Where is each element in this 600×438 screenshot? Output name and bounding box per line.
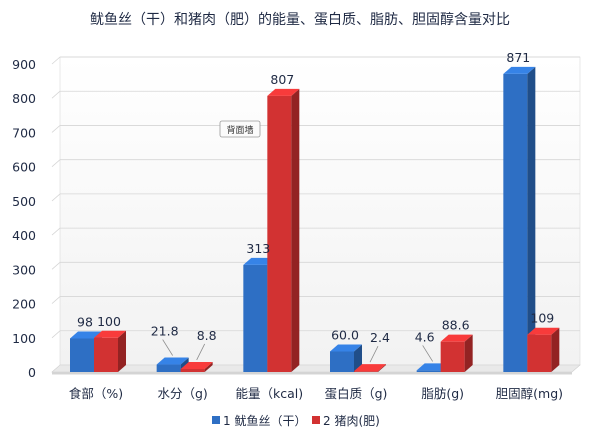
- bar: [330, 344, 362, 372]
- tooltip-text: 背面墙: [226, 124, 253, 136]
- gridline-side: [51, 193, 61, 202]
- category-label: 食部（%): [69, 386, 123, 401]
- data-label: 807: [270, 72, 294, 87]
- data-label: 109: [530, 311, 554, 326]
- data-label: 21.8: [151, 324, 179, 339]
- legend-swatch: [312, 416, 320, 424]
- category-label: 脂肪(g): [421, 386, 464, 401]
- bar: [503, 66, 536, 373]
- bar: [354, 364, 386, 372]
- gridline-side: [51, 125, 61, 133]
- leader-line: [162, 339, 174, 356]
- bar: [527, 327, 560, 372]
- legend-label: 2 猪肉(肥): [323, 414, 380, 428]
- y-tick-label: 300: [12, 262, 36, 277]
- data-label: 871: [506, 50, 530, 65]
- chart-title: 鱿鱼丝（干）和猪肉（肥）的能量、蛋白质、脂肪、胆固醇含量对比: [90, 11, 510, 28]
- y-tick-label: 200: [12, 297, 36, 312]
- y-tick-label: 0: [28, 365, 36, 380]
- leader-line: [422, 345, 434, 362]
- data-label: 8.8: [197, 328, 217, 343]
- floor-front-edge: [52, 372, 572, 375]
- category-label: 蛋白质（g): [325, 386, 388, 401]
- legend-label: 1 鱿鱼丝（干）: [223, 413, 306, 428]
- leader-line: [369, 345, 379, 363]
- gridline-side: [51, 56, 61, 65]
- data-label: 313: [246, 241, 270, 256]
- y-tick-label: 500: [12, 194, 36, 209]
- data-label: 100: [97, 314, 121, 329]
- gridline-side: [51, 90, 61, 99]
- category-label: 能量（kcal): [236, 386, 304, 401]
- y-tick-label: 600: [12, 160, 36, 175]
- back-wall-tooltip: 背面墙: [219, 120, 261, 138]
- category-label: 胆固醇(mg): [496, 386, 563, 401]
- y-tick-label: 800: [12, 91, 36, 106]
- gridline-side: [51, 227, 61, 236]
- gridline-side: [51, 159, 61, 167]
- y-tick-label: 900: [12, 57, 36, 72]
- bar: [94, 330, 126, 372]
- data-label: 98: [77, 314, 93, 329]
- y-tick-label: 700: [12, 125, 36, 140]
- bar: [267, 88, 300, 373]
- data-label: 4.6: [415, 329, 435, 344]
- category-label: 水分（g): [158, 386, 208, 401]
- gridline-side: [51, 296, 61, 304]
- data-label: 60.0: [331, 327, 359, 342]
- bar: [440, 334, 473, 372]
- data-label: 88.6: [442, 318, 470, 333]
- gridline-side: [51, 262, 61, 270]
- data-label: 2.4: [370, 330, 390, 345]
- bar: [180, 361, 213, 372]
- gridline-side: [51, 330, 61, 339]
- floor: [51, 364, 581, 373]
- legend-item: 1 鱿鱼丝（干）: [212, 413, 306, 428]
- leader-line: [196, 343, 206, 361]
- y-tick-label: 400: [12, 228, 36, 243]
- y-tick-label: 100: [12, 331, 36, 346]
- legend-swatch: [212, 416, 220, 424]
- legend-item: 2 猪肉(肥): [312, 414, 380, 428]
- back-wall: [59, 56, 581, 366]
